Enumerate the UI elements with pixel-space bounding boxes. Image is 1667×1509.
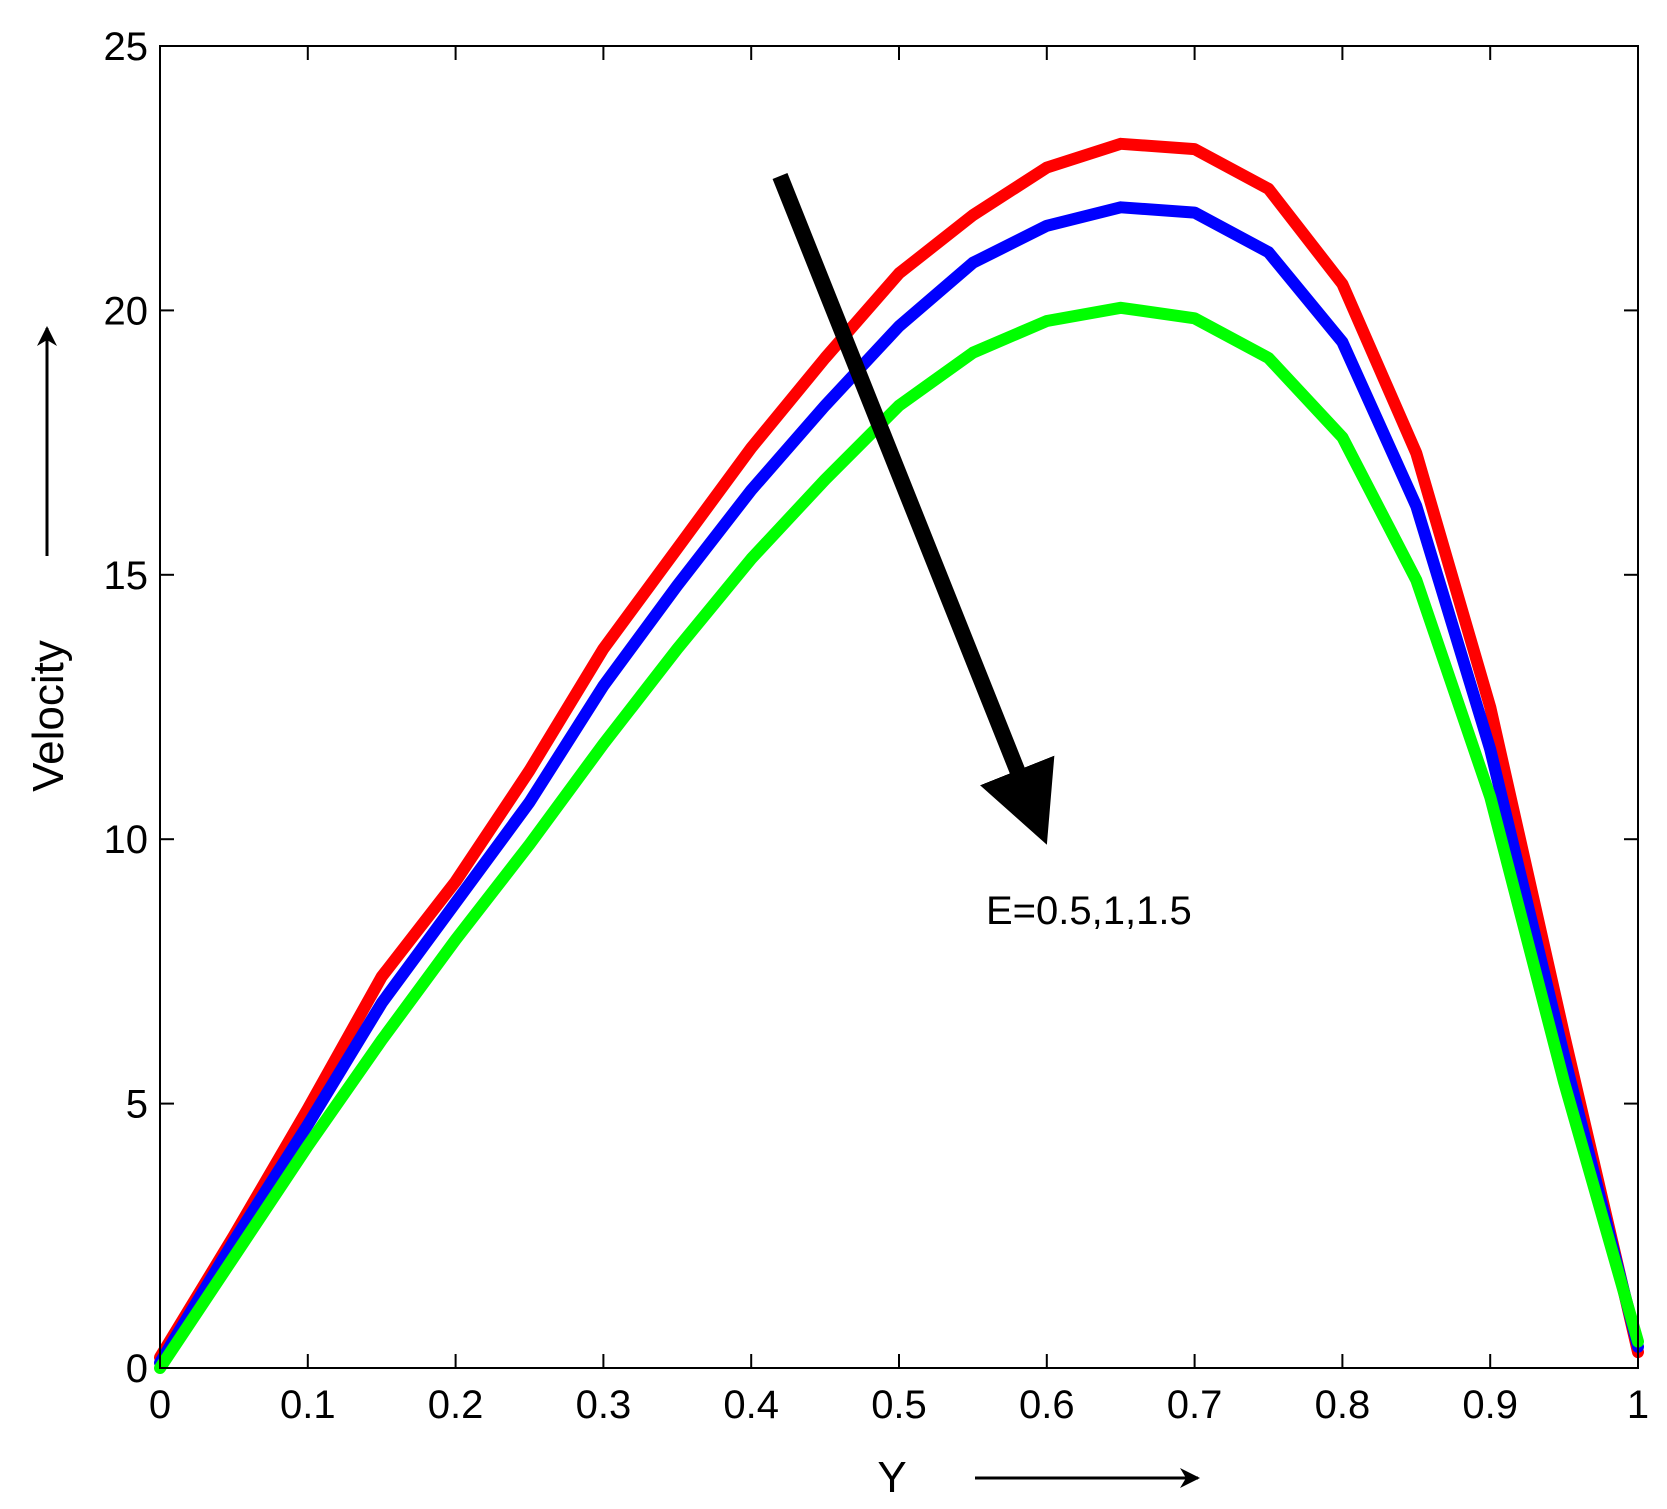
x-tick-label-10: 1: [1627, 1383, 1649, 1427]
x-tick-label-8: 0.8: [1315, 1383, 1371, 1427]
series-line-0: [154, 137, 1644, 1364]
parameter-annotation: E=0.5,1,1.5: [986, 889, 1192, 933]
y-tick-label-4: 20: [104, 289, 149, 333]
x-tick-label-0: 0: [149, 1383, 171, 1427]
x-tick-label-4: 0.4: [723, 1383, 779, 1427]
x-tick-label-2: 0.2: [428, 1383, 484, 1427]
x-tick-label-9: 0.9: [1462, 1383, 1518, 1427]
direction-arrow: [772, 173, 1055, 845]
x-tick-label-1: 0.1: [280, 1383, 336, 1427]
y-tick-label-2: 10: [104, 818, 149, 862]
y-tick-label-5: 25: [104, 25, 149, 69]
series-line-2: [154, 301, 1644, 1374]
y-axis-label: Velocity: [24, 640, 73, 792]
plot-frame: [159, 45, 1639, 1369]
x-tick-label-5: 0.5: [871, 1383, 927, 1427]
x-axis-label: Y: [877, 1453, 906, 1502]
y-tick-label-0: 0: [126, 1347, 148, 1391]
series-line-1: [154, 201, 1644, 1369]
y-tick-label-1: 5: [126, 1083, 148, 1127]
x-tick-label-7: 0.7: [1167, 1383, 1223, 1427]
series-layer: [154, 137, 1644, 1374]
x-tick-label-6: 0.6: [1019, 1383, 1075, 1427]
x-tick-label-3: 0.3: [576, 1383, 632, 1427]
y-tick-label-3: 15: [104, 554, 149, 598]
